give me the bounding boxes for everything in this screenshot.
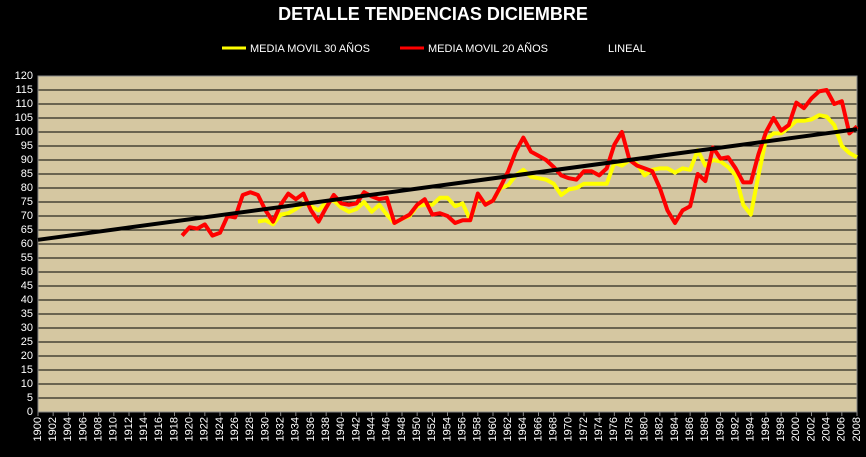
x-tick-label: 2008 xyxy=(851,417,863,441)
x-tick-label: 1956 xyxy=(457,417,469,441)
x-tick-label: 1906 xyxy=(77,417,89,441)
y-tick-label: 80 xyxy=(21,182,33,194)
y-tick-label: 115 xyxy=(15,84,33,96)
x-tick-label: 1932 xyxy=(275,417,287,441)
y-tick-label: 85 xyxy=(21,168,33,180)
plot-border xyxy=(37,75,858,413)
y-tick-label: 105 xyxy=(15,112,33,124)
y-tick-label: 65 xyxy=(21,224,33,236)
y-tick-label: 120 xyxy=(15,70,33,82)
x-tick-label: 2006 xyxy=(836,417,848,441)
x-tick-label: 1900 xyxy=(32,417,44,441)
x-tick-label: 1914 xyxy=(138,417,150,441)
y-tick-label: 70 xyxy=(21,210,33,222)
y-tick-label: 45 xyxy=(21,280,33,292)
y-tick-label: 60 xyxy=(21,238,33,250)
x-tick-label: 1934 xyxy=(290,417,302,441)
y-tick-label: 5 xyxy=(27,392,33,404)
x-tick-label: 1910 xyxy=(108,417,120,441)
x-tick-label: 1928 xyxy=(244,417,256,441)
x-tick-label: 1912 xyxy=(123,417,135,441)
x-tick-label: 1970 xyxy=(563,417,575,441)
x-tick-label: 1902 xyxy=(47,417,59,441)
y-tick-label: 20 xyxy=(21,350,33,362)
legend-label: MEDIA MOVIL 30 AÑOS xyxy=(250,42,370,55)
x-tick-label: 1926 xyxy=(229,417,241,441)
x-tick-label: 1974 xyxy=(593,417,605,441)
x-tick-label: 1958 xyxy=(472,417,484,441)
x-tick-label: 1968 xyxy=(548,417,560,441)
x-tick-label: 1938 xyxy=(320,417,332,441)
x-tick-label: 1972 xyxy=(578,417,590,441)
y-tick-label: 110 xyxy=(15,98,33,110)
y-tick-label: 30 xyxy=(21,322,33,334)
y-tick-label: 10 xyxy=(21,378,33,390)
x-tick-label: 1920 xyxy=(184,417,196,441)
x-tick-label: 1960 xyxy=(487,417,499,441)
x-tick-label: 1954 xyxy=(441,417,453,441)
x-tick-label: 1962 xyxy=(502,417,514,441)
x-tick-label: 1936 xyxy=(305,417,317,441)
series-line xyxy=(37,127,858,242)
x-tick-label: 1918 xyxy=(168,417,180,441)
x-tick-label: 1916 xyxy=(153,417,165,441)
y-tick-label: 75 xyxy=(21,196,33,208)
x-tick-label: 1948 xyxy=(396,417,408,441)
x-tick-label: 1908 xyxy=(93,417,105,441)
x-tick-label: 1942 xyxy=(350,417,362,441)
legend-label: LINEAL xyxy=(608,43,646,55)
x-tick-label: 2000 xyxy=(790,417,802,441)
x-tick-label: 1924 xyxy=(214,417,226,441)
x-tick-label: 2002 xyxy=(805,417,817,441)
x-tick-label: 2004 xyxy=(821,417,833,441)
x-tick-label: 1994 xyxy=(745,417,757,441)
x-tick-label: 1984 xyxy=(669,417,681,441)
x-tick-label: 1940 xyxy=(335,417,347,441)
x-tick-label: 1986 xyxy=(684,417,696,441)
y-tick-label: 0 xyxy=(27,406,33,418)
x-tick-label: 1978 xyxy=(623,417,635,441)
y-tick-label: 55 xyxy=(21,252,33,264)
x-tick-label: 1980 xyxy=(639,417,651,441)
x-tick-label: 1966 xyxy=(532,417,544,441)
x-tick-label: 1988 xyxy=(699,417,711,441)
x-tick-label: 1944 xyxy=(366,417,378,441)
x-tick-label: 1930 xyxy=(259,417,271,441)
y-tick-label: 90 xyxy=(21,154,33,166)
series-line xyxy=(257,113,858,227)
chart-title: DETALLE TENDENCIAS DICIEMBRE xyxy=(278,4,588,24)
series-line xyxy=(180,88,859,238)
y-tick-label: 25 xyxy=(21,336,33,348)
x-tick-label: 1976 xyxy=(608,417,620,441)
x-tick-label: 1964 xyxy=(517,417,529,441)
x-tick-label: 1904 xyxy=(62,417,74,441)
legend-label: MEDIA MOVIL 20 AÑOS xyxy=(428,42,548,55)
x-tick-label: 1982 xyxy=(654,417,666,441)
y-tick-label: 35 xyxy=(21,308,33,320)
x-tick-label: 1990 xyxy=(714,417,726,441)
x-tick-label: 1922 xyxy=(199,417,211,441)
y-tick-label: 100 xyxy=(15,126,33,138)
y-tick-label: 40 xyxy=(21,294,33,306)
x-tick-label: 1950 xyxy=(411,417,423,441)
x-tick-label: 1946 xyxy=(381,417,393,441)
y-tick-label: 50 xyxy=(21,266,33,278)
x-tick-label: 1996 xyxy=(760,417,772,441)
x-tick-label: 1952 xyxy=(426,417,438,441)
x-tick-label: 1992 xyxy=(730,417,742,441)
x-tick-label: 1998 xyxy=(775,417,787,441)
y-tick-label: 95 xyxy=(21,140,33,152)
y-tick-label: 15 xyxy=(21,364,33,376)
